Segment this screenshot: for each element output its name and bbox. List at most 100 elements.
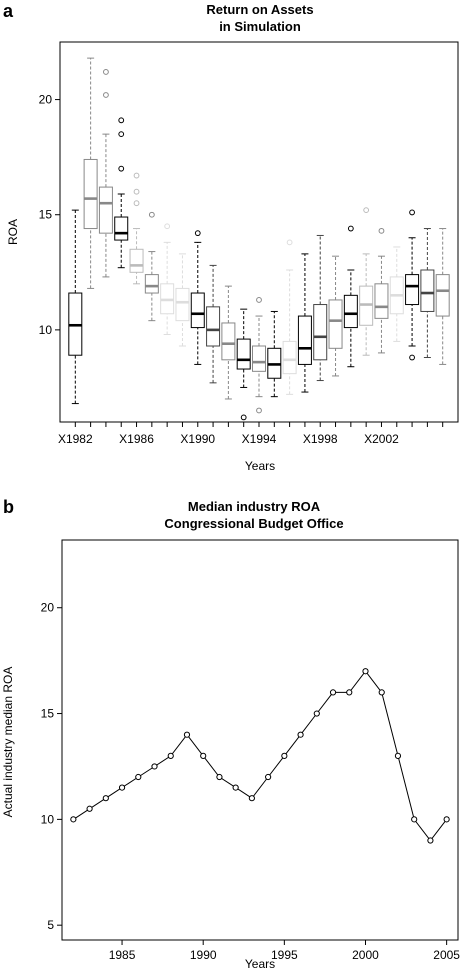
x-tick-label: 2000 (352, 948, 379, 962)
boxplot-21 (374, 227, 389, 354)
boxplot-outlier (118, 131, 125, 138)
boxplot-2 (83, 57, 98, 289)
boxplot-14 (267, 310, 282, 398)
y-tick-label: 20 (41, 601, 55, 615)
boxplot-outlier (164, 223, 171, 230)
panel-a-ylabel: ROA (6, 219, 20, 245)
roa-data-point (394, 752, 402, 759)
boxplot-box (98, 186, 113, 234)
x-tick-label: X1982 (58, 432, 93, 446)
boxplot-6 (144, 211, 159, 322)
x-tick-label: 1995 (271, 948, 298, 962)
boxplot-22 (389, 246, 404, 342)
boxplot-24 (420, 228, 435, 359)
boxplot-box (374, 283, 389, 319)
panel-b-letter: b (3, 497, 14, 517)
boxplot-10 (206, 264, 221, 384)
roa-data-point (329, 689, 337, 696)
boxplot-19 (343, 225, 358, 368)
boxplot-23 (405, 209, 420, 361)
roa-data-point (378, 689, 385, 696)
boxplot-25 (435, 228, 450, 365)
boxplot-5 (129, 172, 144, 285)
roa-data-point (411, 816, 418, 823)
boxplot-outlier (240, 414, 247, 421)
boxplot-20 (359, 207, 374, 356)
panel-b-title-line2: Congressional Budget Office (164, 516, 343, 531)
roa-data-point (281, 752, 288, 759)
boxplot-3 (98, 69, 113, 278)
boxplot-1 (68, 209, 83, 405)
boxplot-box (313, 304, 328, 361)
roa-data-point (443, 816, 450, 823)
boxplot-outlier (118, 117, 125, 124)
boxplot-box (190, 292, 205, 329)
boxplot-outlier (118, 165, 125, 172)
panel-a-boxplots (68, 57, 450, 421)
boxplot-4 (114, 117, 129, 269)
boxplot-outlier (363, 207, 370, 214)
boxplot-box (405, 274, 420, 306)
y-tick-label: 10 (39, 323, 53, 337)
boxplot-box (297, 315, 312, 365)
x-tick-label: X1994 (242, 432, 277, 446)
boxplot-box (236, 338, 251, 370)
x-tick-label: X2002 (364, 432, 399, 446)
boxplot-box (420, 269, 435, 312)
roa-data-point (216, 773, 223, 781)
roa-data-point (232, 784, 239, 791)
panel-b-plot-frame (61, 539, 459, 941)
roa-data-point (297, 731, 304, 738)
boxplot-box (252, 345, 266, 372)
y-tick-label: 15 (41, 707, 55, 721)
boxplot-outlier (409, 354, 415, 361)
boxplot-outlier (133, 200, 140, 207)
boxplot-outlier (378, 227, 385, 234)
boxplot-box (129, 248, 144, 273)
boxplot-outlier (409, 209, 415, 216)
x-tick-label: 1985 (109, 948, 136, 962)
roa-data-point (167, 752, 174, 759)
boxplot-outlier (286, 239, 293, 246)
panel-a-letter: a (3, 1, 14, 21)
boxplot-16 (297, 253, 312, 393)
boxplot-box (175, 287, 190, 322)
boxplot-18 (328, 255, 343, 377)
roa-data-point (135, 773, 142, 781)
boxplot-box (328, 299, 343, 349)
roa-data-point (151, 763, 158, 770)
roa-data-point (200, 752, 207, 759)
roa-data-point (183, 731, 191, 738)
roa-data-point (248, 795, 255, 802)
panel-a-title-line2: in Simulation (219, 19, 301, 34)
boxplot-box (114, 216, 129, 241)
boxplot-outlier (133, 188, 140, 195)
roa-data-point (313, 710, 320, 717)
x-tick-label: X1998 (303, 432, 338, 446)
panel-a-axes: 10 15 20 X1982 X1986 X1990 X1994 X1998 X2002 (39, 93, 444, 446)
boxplot-box (435, 274, 450, 317)
y-tick-label: 5 (47, 918, 54, 932)
x-tick-label: X1990 (180, 432, 215, 446)
roa-data-point (70, 816, 77, 823)
boxplot-outlier (133, 172, 140, 179)
x-tick-label: X1986 (119, 432, 154, 446)
roa-data-point (86, 805, 93, 812)
roa-data-point (102, 795, 109, 802)
boxplot-12 (236, 308, 251, 421)
boxplot-15 (282, 239, 297, 395)
x-tick-label: 2005 (433, 948, 460, 962)
panel-b-series (70, 668, 450, 844)
x-tick-label: 1990 (190, 948, 217, 962)
boxplot-outlier (256, 407, 262, 414)
boxplot-outlier (103, 69, 109, 75)
roa-data-point (362, 668, 369, 675)
boxplot-outlier (194, 230, 201, 237)
y-tick-label: 15 (39, 208, 53, 222)
y-tick-label: 10 (41, 812, 55, 826)
boxplot-outlier (103, 92, 109, 98)
y-tick-label: 20 (39, 93, 53, 107)
boxplot-13 (252, 297, 266, 414)
roa-data-point (265, 773, 272, 781)
